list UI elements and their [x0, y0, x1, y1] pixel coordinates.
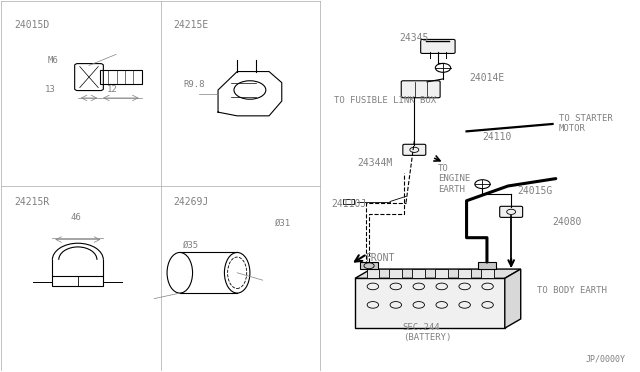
Bar	[360, 262, 378, 269]
Text: 24215R: 24215R	[14, 197, 49, 207]
Text: 24014E: 24014E	[470, 73, 505, 83]
Bar	[367, 269, 380, 278]
Text: TO
ENGINE
EARTH: TO ENGINE EARTH	[438, 164, 470, 194]
Text: 24345: 24345	[399, 33, 429, 43]
Bar	[435, 269, 448, 278]
Bar	[100, 70, 141, 84]
Text: M6: M6	[47, 56, 58, 65]
Bar	[478, 262, 496, 269]
Text: TO FUSIBLE LINK BOX: TO FUSIBLE LINK BOX	[334, 96, 436, 105]
Text: 24015D: 24015D	[14, 20, 49, 30]
FancyBboxPatch shape	[403, 144, 426, 155]
FancyBboxPatch shape	[401, 81, 440, 98]
Text: Ø31: Ø31	[275, 218, 291, 227]
Text: R9.8: R9.8	[183, 80, 205, 89]
Text: FRONT: FRONT	[366, 253, 396, 263]
Polygon shape	[355, 269, 521, 278]
Text: Ø35: Ø35	[183, 241, 199, 250]
Text: JP/0000Y: JP/0000Y	[586, 354, 626, 363]
Text: 24110J: 24110J	[332, 199, 367, 209]
Text: 13: 13	[45, 85, 56, 94]
Text: TO BODY EARTH: TO BODY EARTH	[537, 286, 607, 295]
Bar	[355, 278, 505, 328]
Text: 24344M: 24344M	[357, 158, 392, 168]
Text: 24080: 24080	[552, 217, 582, 227]
Text: 24015G: 24015G	[518, 186, 553, 196]
Bar	[481, 269, 494, 278]
Text: 46: 46	[70, 213, 81, 222]
FancyBboxPatch shape	[420, 39, 455, 54]
FancyBboxPatch shape	[500, 206, 523, 217]
Bar	[343, 199, 355, 204]
Text: 24215E: 24215E	[173, 20, 209, 30]
Text: 24110: 24110	[483, 132, 512, 142]
Bar	[390, 269, 402, 278]
Text: 12: 12	[106, 85, 117, 94]
Text: 24269J: 24269J	[173, 197, 209, 207]
Text: SEC.244
(BATTERY): SEC.244 (BATTERY)	[403, 323, 451, 342]
Text: TO STARTER
MOTOR: TO STARTER MOTOR	[559, 114, 612, 134]
Polygon shape	[505, 269, 521, 328]
Bar	[458, 269, 471, 278]
Bar	[52, 276, 103, 286]
Bar	[412, 269, 425, 278]
